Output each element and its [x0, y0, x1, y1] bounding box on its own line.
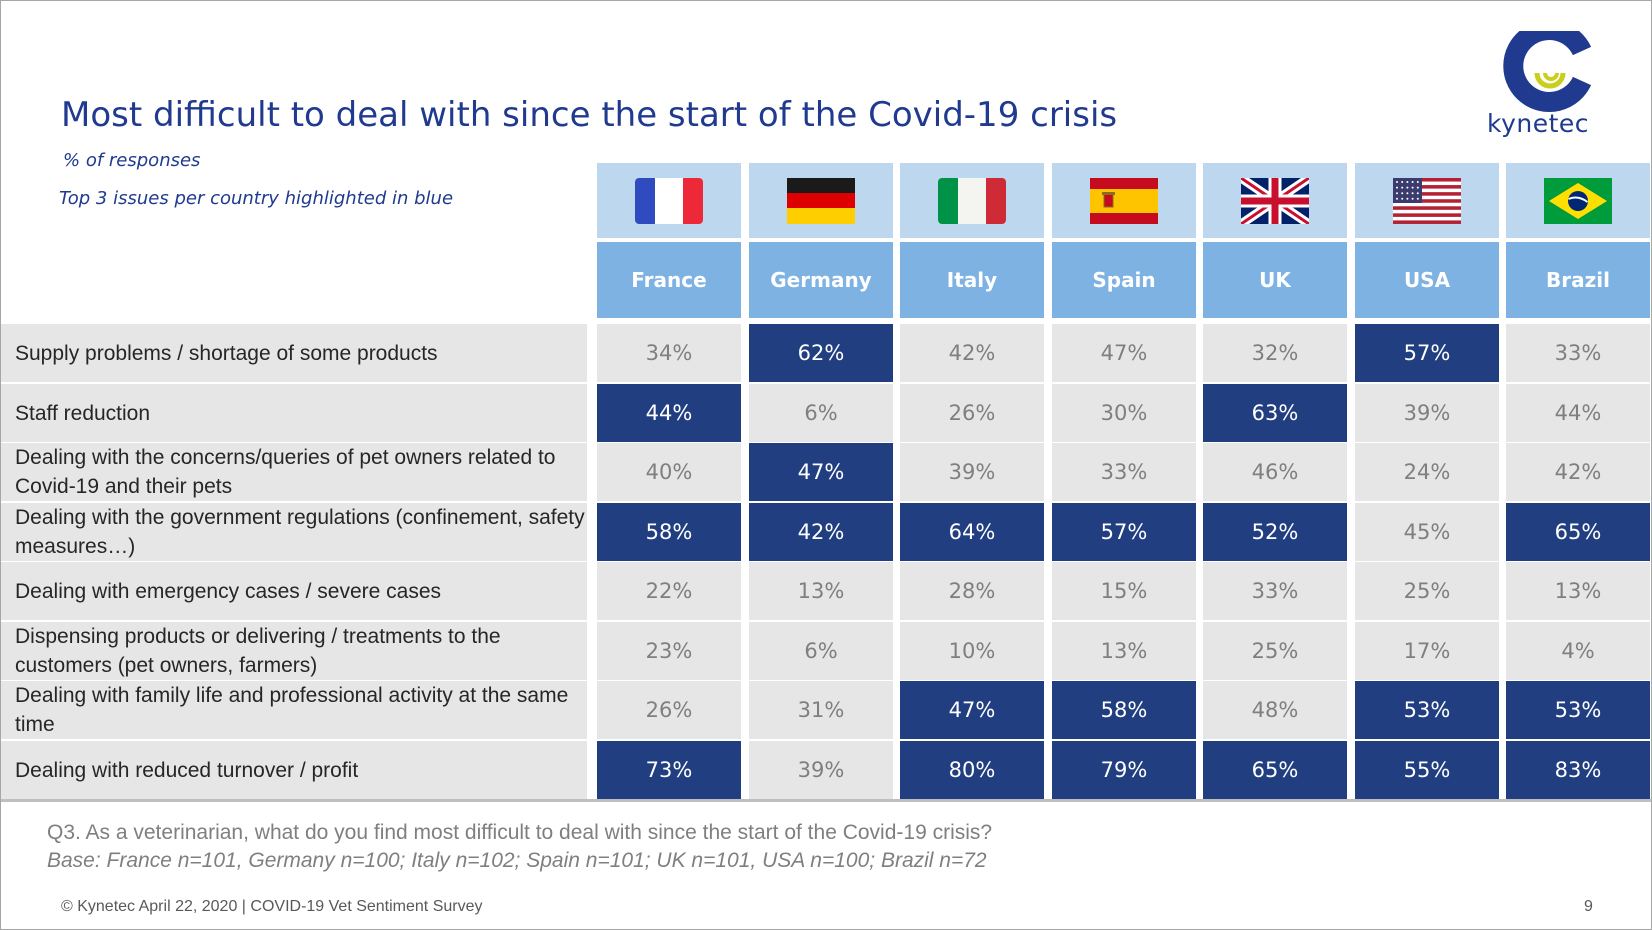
value-cell: 47%	[900, 681, 1044, 739]
value-cell: 39%	[1355, 384, 1499, 442]
value-cell: 46%	[1203, 443, 1347, 501]
value-cell: 13%	[1052, 622, 1196, 680]
row-label: Dispensing products or delivering / trea…	[1, 622, 587, 680]
value-cell: 48%	[1203, 681, 1347, 739]
row-label: Dealing with the concerns/queries of pet…	[1, 443, 587, 501]
value-cell: 13%	[749, 562, 893, 620]
page-title: Most difficult to deal with since the st…	[61, 95, 1118, 135]
kynetec-logo-icon	[1503, 31, 1592, 112]
value-cell: 44%	[1506, 384, 1650, 442]
column-header-italy: Italy	[900, 242, 1044, 318]
flag-france-icon	[597, 163, 741, 238]
value-cell: 17%	[1355, 622, 1499, 680]
value-cell: 64%	[900, 503, 1044, 561]
page-number: 9	[1584, 898, 1593, 915]
value-cell: 42%	[900, 324, 1044, 382]
value-cell: 30%	[1052, 384, 1196, 442]
value-cell: 42%	[1506, 443, 1650, 501]
row-label: Dealing with family life and professiona…	[1, 681, 587, 739]
value-cell: 32%	[1203, 324, 1347, 382]
value-cell: 33%	[1203, 562, 1347, 620]
value-cell: 53%	[1506, 681, 1650, 739]
value-cell: 55%	[1355, 741, 1499, 799]
value-cell: 13%	[1506, 562, 1650, 620]
value-cell: 33%	[1506, 324, 1650, 382]
highlight-note: Top 3 issues per country highlighted in …	[59, 188, 454, 209]
value-cell: 62%	[749, 324, 893, 382]
flag-usa-icon	[1355, 163, 1499, 238]
flag-italy-icon	[900, 163, 1044, 238]
value-cell: 42%	[749, 503, 893, 561]
value-cell: 52%	[1203, 503, 1347, 561]
column-header-brazil: Brazil	[1506, 242, 1650, 318]
value-cell: 80%	[900, 741, 1044, 799]
value-cell: 24%	[1355, 443, 1499, 501]
column-header-france: France	[597, 242, 741, 318]
value-cell: 79%	[1052, 741, 1196, 799]
subtitle: % of responses	[63, 150, 201, 171]
value-cell: 73%	[597, 741, 741, 799]
value-cell: 15%	[1052, 562, 1196, 620]
value-cell: 6%	[749, 622, 893, 680]
sample-base: Base: France n=101, Germany n=100; Italy…	[47, 849, 987, 872]
value-cell: 34%	[597, 324, 741, 382]
value-cell: 31%	[749, 681, 893, 739]
value-cell: 10%	[900, 622, 1044, 680]
row-label: Supply problems / shortage of some produ…	[1, 324, 587, 382]
value-cell: 65%	[1506, 503, 1650, 561]
value-cell: 53%	[1355, 681, 1499, 739]
value-cell: 63%	[1203, 384, 1347, 442]
value-cell: 28%	[900, 562, 1044, 620]
column-header-uk: UK	[1203, 242, 1347, 318]
value-cell: 57%	[1355, 324, 1499, 382]
row-label: Dealing with the government regulations …	[1, 503, 587, 561]
value-cell: 39%	[900, 443, 1044, 501]
value-cell: 47%	[749, 443, 893, 501]
value-cell: 57%	[1052, 503, 1196, 561]
value-cell: 26%	[597, 681, 741, 739]
value-cell: 26%	[900, 384, 1044, 442]
row-label: Dealing with emergency cases / severe ca…	[1, 562, 587, 620]
value-cell: 58%	[1052, 681, 1196, 739]
value-cell: 4%	[1506, 622, 1650, 680]
column-header-spain: Spain	[1052, 242, 1196, 318]
value-cell: 23%	[597, 622, 741, 680]
value-cell: 44%	[597, 384, 741, 442]
flag-spain-icon	[1052, 163, 1196, 238]
value-cell: 6%	[749, 384, 893, 442]
footer-copyright: © Kynetec April 22, 2020 | COVID-19 Vet …	[61, 898, 483, 915]
value-cell: 65%	[1203, 741, 1347, 799]
value-cell: 25%	[1355, 562, 1499, 620]
value-cell: 39%	[749, 741, 893, 799]
value-cell: 58%	[597, 503, 741, 561]
column-header-germany: Germany	[749, 242, 893, 318]
row-label: Staff reduction	[1, 384, 587, 442]
flag-brazil-icon	[1506, 163, 1650, 238]
flag-germany-icon	[749, 163, 893, 238]
flag-uk-icon	[1203, 163, 1347, 238]
footer-divider	[1, 799, 1651, 802]
column-header-usa: USA	[1355, 242, 1499, 318]
value-cell: 40%	[597, 443, 741, 501]
value-cell: 47%	[1052, 324, 1196, 382]
value-cell: 83%	[1506, 741, 1650, 799]
row-label: Dealing with reduced turnover / profit	[1, 741, 587, 799]
logo-wordmark: kynetec	[1487, 109, 1590, 138]
value-cell: 33%	[1052, 443, 1196, 501]
value-cell: 22%	[597, 562, 741, 620]
value-cell: 45%	[1355, 503, 1499, 561]
value-cell: 25%	[1203, 622, 1347, 680]
survey-question: Q3. As a veterinarian, what do you find …	[47, 821, 993, 844]
